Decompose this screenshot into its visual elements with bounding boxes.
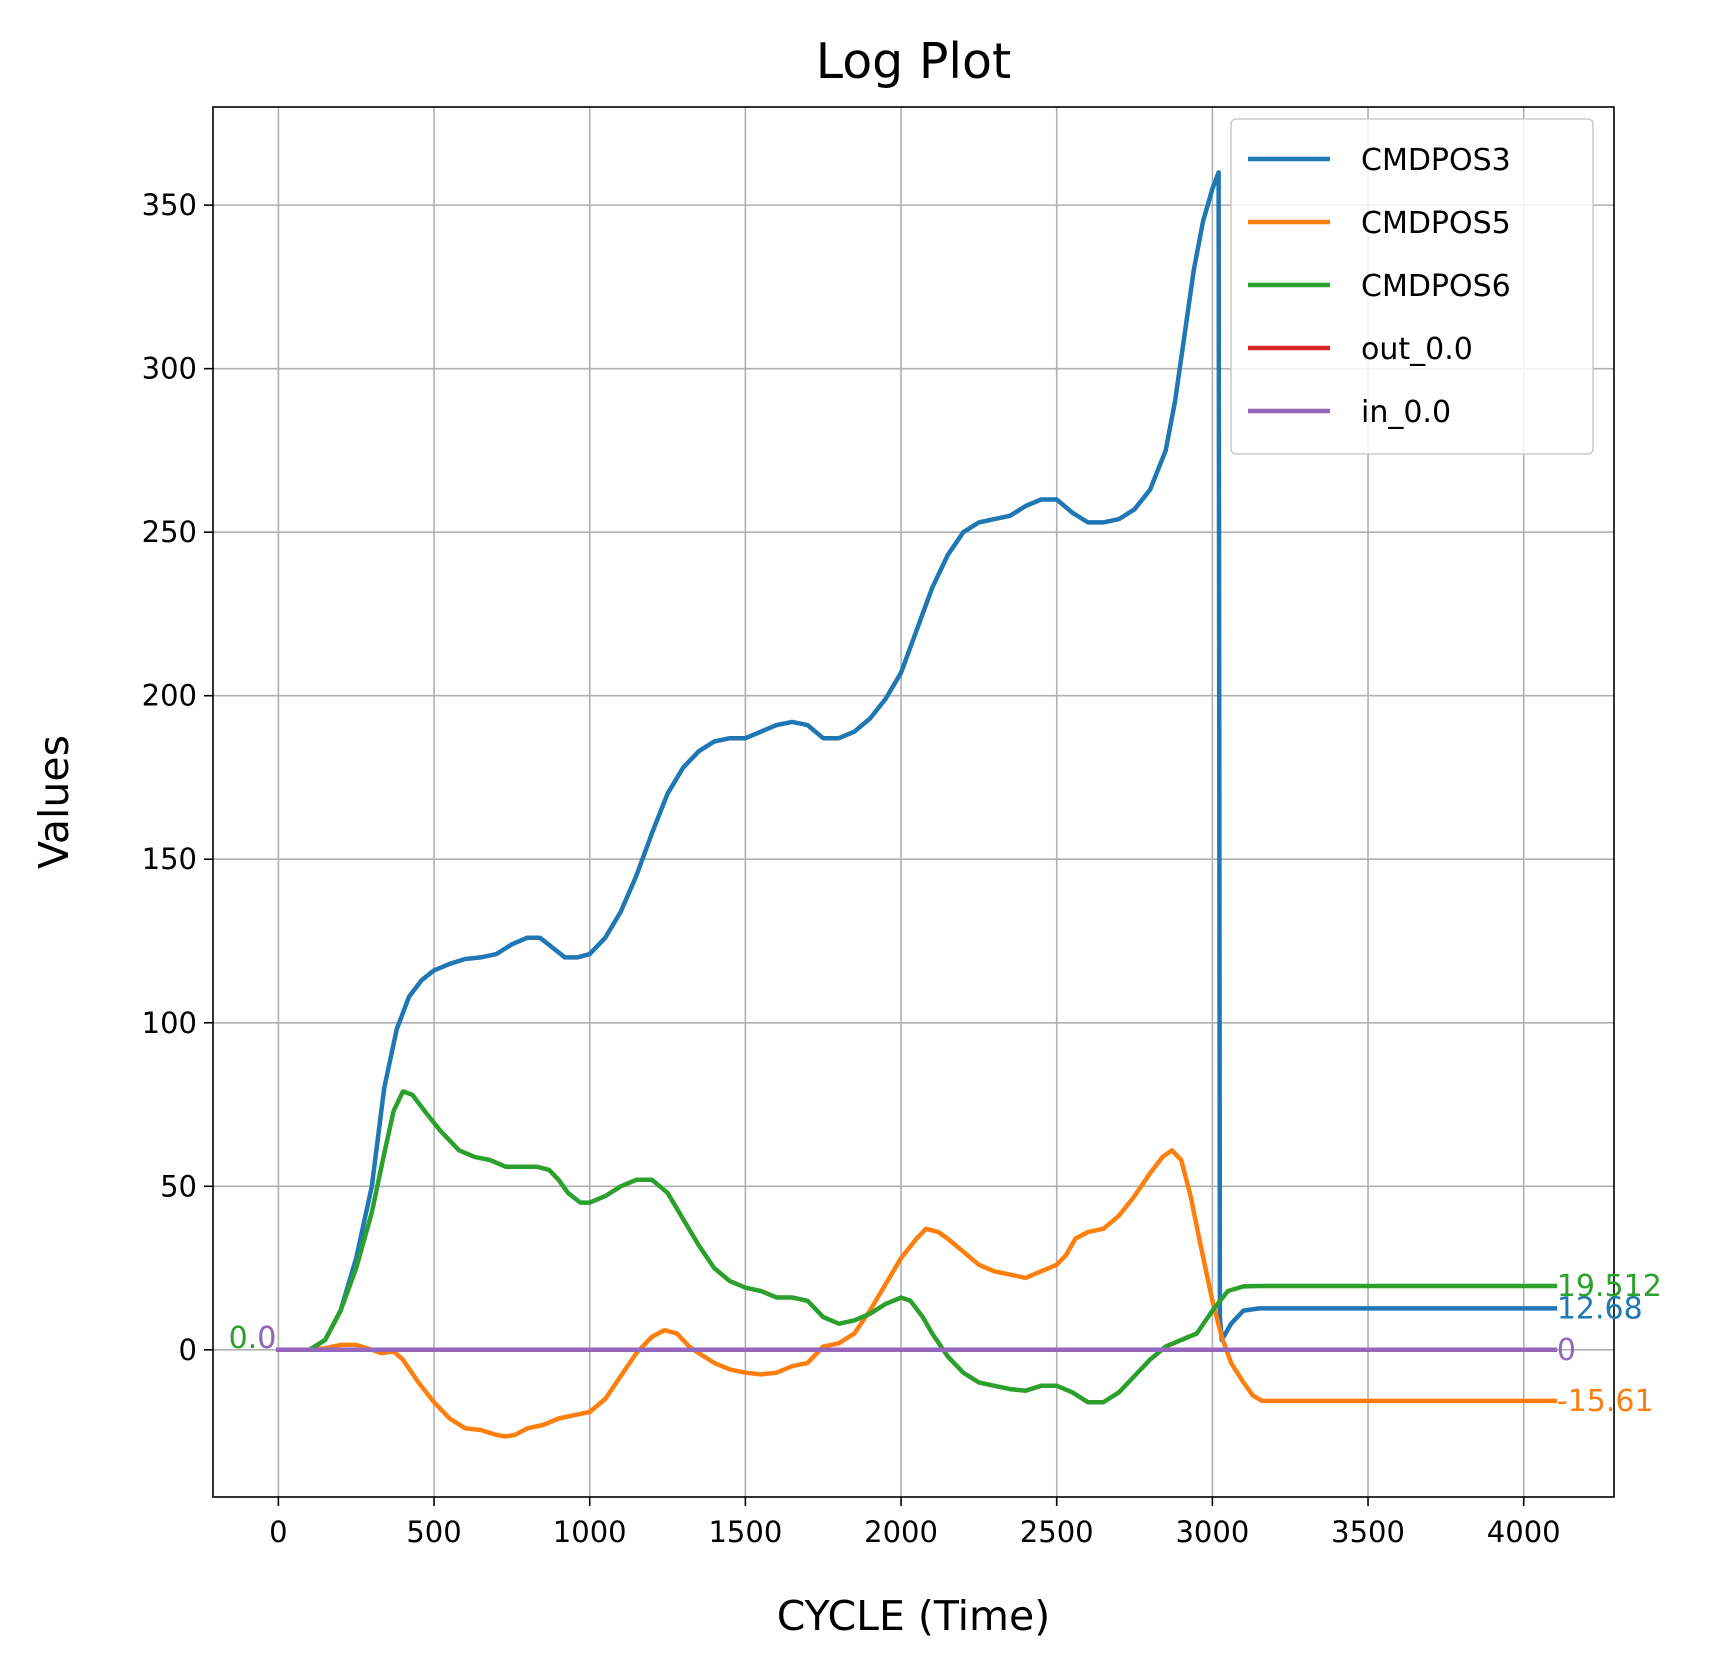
x-tick-label: 4000: [1487, 1515, 1561, 1549]
y-tick-label: 50: [160, 1169, 197, 1203]
end-value-label-cmdpos6: 19.512: [1557, 1269, 1662, 1304]
start-value-label-cmdpos6: 0.0: [229, 1321, 277, 1356]
x-tick-label: 3500: [1331, 1515, 1405, 1549]
grid-lines: [213, 107, 1614, 1497]
x-tick-label: 3000: [1175, 1515, 1249, 1549]
plot-area-frame: [212, 106, 1615, 1498]
legend-box: [1230, 118, 1594, 455]
x-tick-label: 2500: [1020, 1515, 1094, 1549]
series-line-cmdpos5: [276, 1148, 1558, 1439]
series-line-cmdpos6: [276, 1089, 1558, 1405]
axis-ticks: 0 500 1000 1500 2000 2500 3000 3500 400005010015…: [142, 188, 1561, 1549]
x-tick-label: 1000: [553, 1515, 627, 1549]
series-lines: [276, 170, 1558, 1439]
legend: CMDPOS3 CMDPOS5 CMDPOS6 out_0.0 in_0.0: [1230, 118, 1594, 455]
chart-title: Log Plot: [816, 33, 1011, 90]
y-tick-label: 300: [142, 352, 197, 386]
start-value-label-in-0-0: 0: [257, 1321, 276, 1356]
series-line-cmdpos3: [276, 170, 1558, 1353]
end-value-label-cmdpos5: -15.61: [1557, 1384, 1654, 1419]
y-tick-label: 200: [142, 679, 197, 713]
legend-label-cmdpos5: CMDPOS5: [1361, 206, 1511, 241]
legend-label-in-0-0: in_0.0: [1361, 395, 1451, 430]
x-tick-label: 500: [406, 1515, 461, 1549]
y-tick-label: 150: [142, 842, 197, 876]
x-axis-title: CYCLE (Time): [777, 1592, 1050, 1640]
x-tick-label: 2000: [864, 1515, 938, 1549]
legend-label-cmdpos6: CMDPOS6: [1361, 269, 1511, 304]
y-tick-label: 250: [142, 515, 197, 549]
end-value-label-cmdpos3: 12.68: [1557, 1291, 1643, 1326]
legend-label-out-0-0: out_0.0: [1361, 332, 1473, 367]
end-value-label-in-0-0: 0: [1557, 1333, 1576, 1368]
y-tick-label: 0: [179, 1333, 197, 1367]
y-tick-label: 350: [142, 188, 197, 222]
x-tick-label: 1500: [708, 1515, 782, 1549]
y-tick-label: 100: [142, 1006, 197, 1040]
x-tick-label: 0: [269, 1515, 287, 1549]
y-axis-title: Values: [30, 735, 78, 869]
legend-label-cmdpos3: CMDPOS3: [1361, 143, 1511, 178]
